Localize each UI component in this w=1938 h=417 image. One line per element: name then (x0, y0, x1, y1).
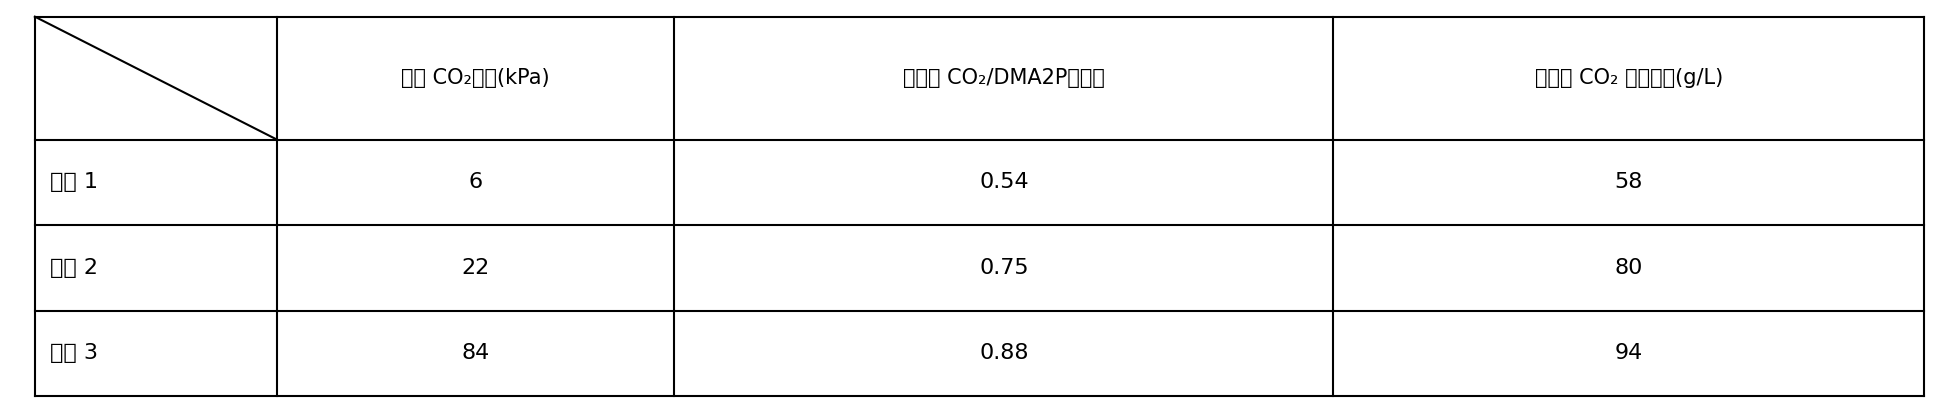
Text: 溶液中 CO₂ 的溶解度(g/L): 溶液中 CO₂ 的溶解度(g/L) (1535, 68, 1723, 88)
Text: 气相 CO₂分压(kPa): 气相 CO₂分压(kPa) (401, 68, 550, 88)
Text: 实验 2: 实验 2 (50, 258, 99, 278)
Text: 94: 94 (1614, 344, 1643, 363)
Text: 84: 84 (461, 344, 490, 363)
Text: 实验 1: 实验 1 (50, 173, 99, 192)
Text: 0.75: 0.75 (979, 258, 1029, 278)
Text: 80: 80 (1614, 258, 1643, 278)
Text: 0.54: 0.54 (979, 173, 1029, 192)
Text: 22: 22 (461, 258, 490, 278)
Text: 0.88: 0.88 (979, 344, 1029, 363)
Text: 溶液中 CO₂/DMA2P摩尔比: 溶液中 CO₂/DMA2P摩尔比 (903, 68, 1105, 88)
Text: 6: 6 (469, 173, 483, 192)
Text: 实验 3: 实验 3 (50, 344, 99, 363)
Text: 58: 58 (1614, 173, 1643, 192)
